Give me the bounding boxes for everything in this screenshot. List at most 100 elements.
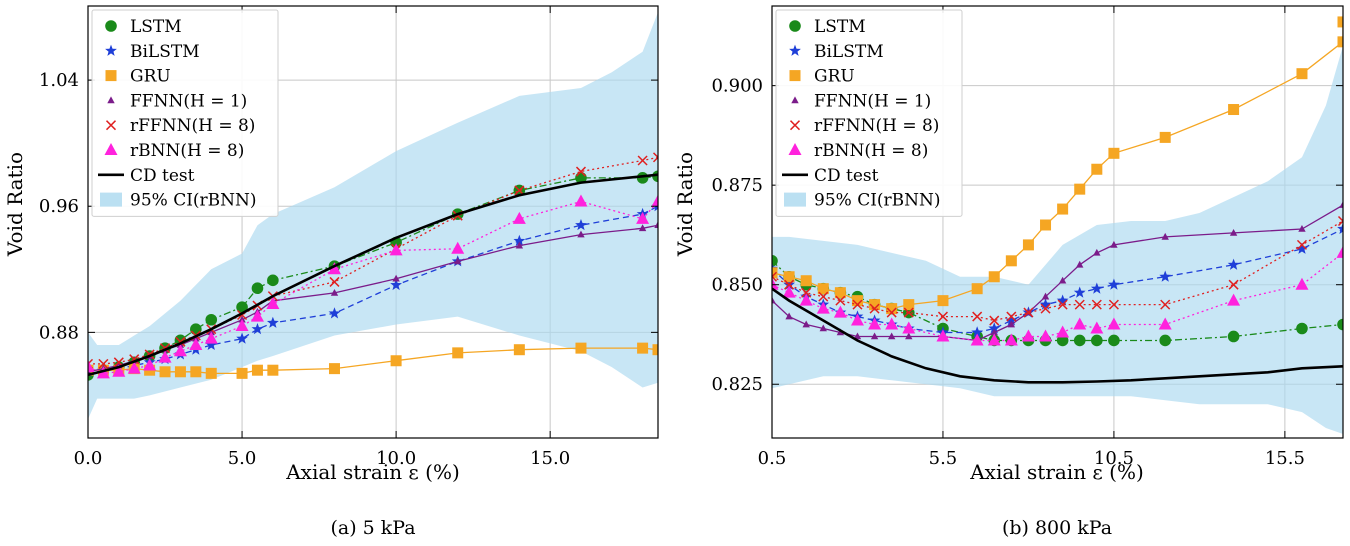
panel-b-legend-marker bbox=[789, 44, 801, 56]
panel-b-ytick-label: 0.850 bbox=[711, 275, 763, 296]
panel-a-legend-swatch bbox=[100, 192, 122, 207]
panel-b-legend-entry-ffnn-h-1: FFNN(H = 1) bbox=[791, 91, 931, 111]
panel-b-point-bilstm bbox=[1056, 294, 1069, 306]
panel-b-point-rbnn-h-8 bbox=[816, 301, 830, 314]
panel-b-point-bilstm bbox=[1073, 286, 1086, 298]
panel-b-point-gru bbox=[1022, 239, 1034, 251]
panel-b-point-rbnn-h-8 bbox=[902, 321, 916, 334]
panel-a-point-bilstm bbox=[390, 278, 402, 291]
panel-b-point-lstm bbox=[1056, 334, 1069, 347]
panel-a-legend-marker bbox=[105, 20, 117, 32]
panel-a-point-bilstm bbox=[513, 234, 526, 246]
panel-a-point-gru bbox=[390, 355, 402, 367]
panel-b-point-gru bbox=[772, 267, 778, 279]
panel-a-legend-entry-bilstm: BiLSTM bbox=[105, 42, 200, 62]
panel-b-xlabel: Axial strain ε (%) bbox=[969, 460, 1144, 484]
panel-b-point-rbnn-h-8 bbox=[1039, 329, 1053, 342]
panel-b-point-rbnn-h-8 bbox=[772, 277, 779, 290]
panel-a-legend-marker bbox=[105, 70, 117, 82]
panel-b-point-gru bbox=[851, 295, 863, 307]
panel-b-legend-label: LSTM bbox=[814, 17, 866, 37]
panel-b-legend-marker bbox=[789, 120, 801, 131]
panel-a-point-rbnn-h-8 bbox=[327, 262, 341, 275]
panel-a-point-lstm bbox=[251, 282, 264, 295]
panel-b-point-ffnn-h-1 bbox=[887, 332, 896, 340]
panel-b-point-gru bbox=[800, 275, 812, 287]
panel-b-point-rffnn-h-8 bbox=[869, 303, 880, 314]
panel-b-point-rbnn-h-8 bbox=[885, 317, 899, 330]
panel-b-point-rbnn-h-8 bbox=[1090, 321, 1104, 334]
panel-a-legend-entry-rbnn-h-8: rBNN(H = 8) bbox=[104, 141, 244, 161]
panel-b-point-ffnn-h-1 bbox=[1041, 292, 1050, 300]
panel-b-point-rbnn-h-8 bbox=[868, 317, 882, 330]
panel-b-point-rbnn-h-8 bbox=[1295, 277, 1309, 290]
panel-a-point-rffnn-h-8 bbox=[652, 152, 658, 163]
panel-b-point-ffnn-h-1 bbox=[1229, 228, 1238, 236]
panel-b-point-bilstm bbox=[1296, 242, 1308, 254]
panel-b-point-rbnn-h-8 bbox=[799, 293, 813, 306]
panel-b-point-gru bbox=[1108, 147, 1120, 159]
panel-b-line-cd-test bbox=[772, 287, 1343, 384]
panel-b-point-ffnn-h-1 bbox=[772, 296, 776, 304]
panel-b-point-ffnn-h-1 bbox=[1161, 232, 1169, 240]
panel-b-point-ffnn-h-1 bbox=[990, 328, 998, 336]
panel-a-ytick-label: 0.96 bbox=[39, 196, 79, 217]
panel-b-legend-entry-lstm: LSTM bbox=[789, 17, 866, 37]
panel-b-point-lstm bbox=[1227, 330, 1240, 343]
panel-b-xtick-label: 0.5 bbox=[758, 448, 787, 469]
panel-b-point-gru bbox=[1296, 68, 1308, 80]
panel-a-point-ffnn-h-1 bbox=[577, 230, 585, 238]
panel-b-point-gru bbox=[1337, 16, 1343, 28]
panel-b-legend-label: 95% CI(rBNN) bbox=[814, 191, 941, 211]
panel-b-point-ffnn-h-1 bbox=[1058, 276, 1067, 284]
panel-b-point-bilstm bbox=[1090, 282, 1103, 294]
panel-a-legend-label: GRU bbox=[130, 67, 171, 87]
panel-b-point-ffnn-h-1 bbox=[819, 324, 827, 332]
panel-b-point-bilstm bbox=[1108, 278, 1120, 290]
panel-b-legend-entry-bilstm: BiLSTM bbox=[789, 42, 884, 62]
panel-b-point-rffnn-h-8 bbox=[937, 311, 948, 322]
panel-a-legend-label: FFNN(H = 1) bbox=[130, 91, 247, 111]
panel-b-xtick-label: 15.5 bbox=[1265, 448, 1305, 469]
panel-b-legend-entry-95-ci-rbnn: 95% CI(rBNN) bbox=[784, 191, 941, 211]
panel-b-legend-label: BiLSTM bbox=[814, 42, 884, 62]
panel-b-plot-area bbox=[772, 6, 1343, 438]
panel-b-legend-box bbox=[775, 9, 963, 217]
panel-b-point-gru bbox=[903, 299, 915, 311]
panel-b-point-ffnn-h-1 bbox=[870, 332, 879, 340]
panel-b-point-lstm bbox=[772, 255, 778, 267]
panel-b-legend-swatch bbox=[784, 192, 806, 207]
panel-a-point-gru bbox=[236, 367, 248, 379]
panel-b-ylabel: Void Ratio bbox=[673, 152, 697, 257]
panel-a-xlabel: Axial strain ε (%) bbox=[285, 460, 460, 484]
panel-b-point-lstm bbox=[1296, 322, 1308, 335]
panel-b-xtick-label: 10.5 bbox=[1094, 448, 1134, 469]
panel-a-legend-label: CD test bbox=[130, 166, 195, 186]
panel-b-point-rbnn-h-8 bbox=[850, 313, 864, 326]
panel-b-axes: 0.5 5.5 10.5 15.5 0.825 0.850 0.875 0.900 bbox=[711, 5, 1344, 469]
panel-a-point-rbnn-h-8 bbox=[235, 319, 249, 332]
panel-b-point-bilstm bbox=[971, 326, 984, 338]
panel-a-legend-marker bbox=[104, 143, 118, 155]
panel-b-legend-label: rFFNN(H = 8) bbox=[814, 116, 939, 136]
panel-a-point-lstm bbox=[267, 274, 279, 287]
panel-a-point-gru bbox=[575, 342, 587, 354]
panel-b-series-gru bbox=[772, 16, 1343, 315]
panel-a-point-ffnn-h-1 bbox=[454, 257, 462, 265]
panel-a-point-gru bbox=[251, 364, 263, 376]
panel-b-point-rbnn-h-8 bbox=[1021, 329, 1035, 342]
panel-b-point-bilstm bbox=[1159, 270, 1172, 282]
panel-a-xtick-label: 5.0 bbox=[228, 448, 257, 469]
panel-b-point-rffnn-h-8 bbox=[972, 311, 983, 322]
panel-b-legend: LSTM BiLSTM GRU FFNN(H = 1) rFFNN(H = 8) rBNN… bbox=[775, 9, 963, 217]
panel-a-point-ffnn-h-1 bbox=[515, 241, 524, 249]
panel-b-point-gru bbox=[1005, 255, 1017, 267]
panel-b-point-rffnn-h-8 bbox=[886, 307, 897, 318]
panel-a-point-gru bbox=[205, 367, 217, 379]
panel-b-point-rbnn-h-8 bbox=[1056, 325, 1070, 338]
panel-b-point-rbnn-h-8 bbox=[1336, 245, 1343, 258]
panel-a-point-rbnn-h-8 bbox=[574, 194, 588, 207]
panel-a-legend-entry-lstm: LSTM bbox=[105, 17, 182, 37]
panel-b-point-ffnn-h-1 bbox=[1007, 320, 1016, 328]
